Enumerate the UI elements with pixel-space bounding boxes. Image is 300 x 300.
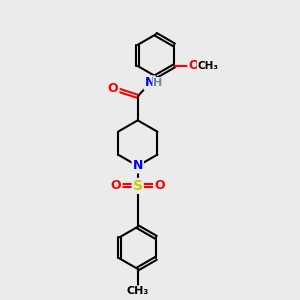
- Text: O: O: [188, 59, 199, 72]
- Text: O: O: [154, 179, 165, 192]
- Text: O: O: [111, 179, 122, 192]
- Text: O: O: [108, 82, 118, 95]
- Text: N: N: [145, 76, 155, 89]
- Text: N: N: [133, 160, 143, 172]
- Text: H: H: [153, 78, 163, 88]
- Text: CH₃: CH₃: [127, 286, 149, 296]
- Text: CH₃: CH₃: [198, 61, 219, 71]
- Text: S: S: [133, 179, 143, 193]
